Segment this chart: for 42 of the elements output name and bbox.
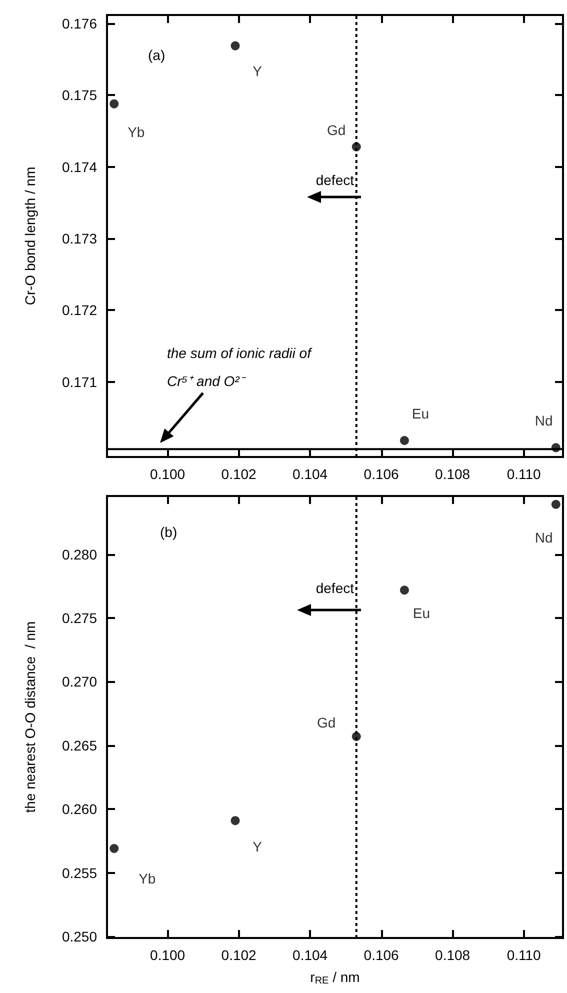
y-tick-label: 0.270	[62, 674, 98, 690]
annotation: Nd	[534, 529, 553, 546]
annotation: the sum of ionic radii of Cr⁵⁺ and O²⁻	[167, 345, 315, 389]
x-tick-label: 0.100	[150, 947, 186, 963]
y-tick-label: 0.175	[62, 87, 98, 104]
y-tick-label: 0.280	[62, 546, 98, 562]
x-tick-label: 0.104	[292, 466, 328, 482]
annotation: Y	[252, 62, 263, 79]
y-tick-label: 0.176	[62, 16, 98, 32]
x-tick-label: 0.110	[506, 947, 542, 963]
y-tick-label: 0.275	[62, 610, 98, 626]
y-tick-label: 0.265	[62, 737, 98, 754]
x-tick-label: 0.102	[221, 947, 257, 963]
y-axis-title: the nearest O-O distance / nm	[22, 621, 38, 813]
x-tick-label: 0.108	[435, 466, 470, 482]
annotation: Yb	[128, 124, 145, 140]
y-tick-label: 0.255	[62, 864, 98, 881]
annotation: defect	[316, 172, 354, 188]
x-tick-label: 0.100	[150, 466, 186, 482]
annotation: Gd	[327, 122, 346, 138]
x-tick-label: 0.104	[292, 947, 328, 963]
annotation: Gd	[317, 714, 336, 730]
x-tick-label: 0.106	[364, 947, 400, 963]
annotation: Yb	[138, 870, 156, 887]
annotation: (b)	[160, 524, 178, 540]
annotation: (a)	[148, 47, 166, 63]
y-axis-title: Cr-O bond length / nm	[22, 166, 38, 306]
x-tick-label: 0.106	[364, 466, 400, 482]
y-tick-label: 0.172	[62, 302, 98, 318]
y-tick-label: 0.171	[62, 374, 98, 390]
y-tick-label: 0.250	[62, 928, 98, 945]
x-tick-label: 0.108	[435, 947, 470, 963]
annotation: Nd	[534, 412, 553, 429]
y-tick-label: 0.174	[62, 158, 98, 175]
annotation: Eu	[412, 406, 430, 422]
annotation: Y	[252, 838, 263, 855]
x-tick-label: 0.110	[506, 466, 542, 482]
y-tick-label: 0.173	[62, 230, 98, 247]
x-tick-label: 0.102	[221, 466, 257, 482]
annotation: Eu	[412, 605, 430, 622]
y-tick-label: 0.260	[62, 801, 98, 818]
annotation: defect	[316, 580, 354, 596]
